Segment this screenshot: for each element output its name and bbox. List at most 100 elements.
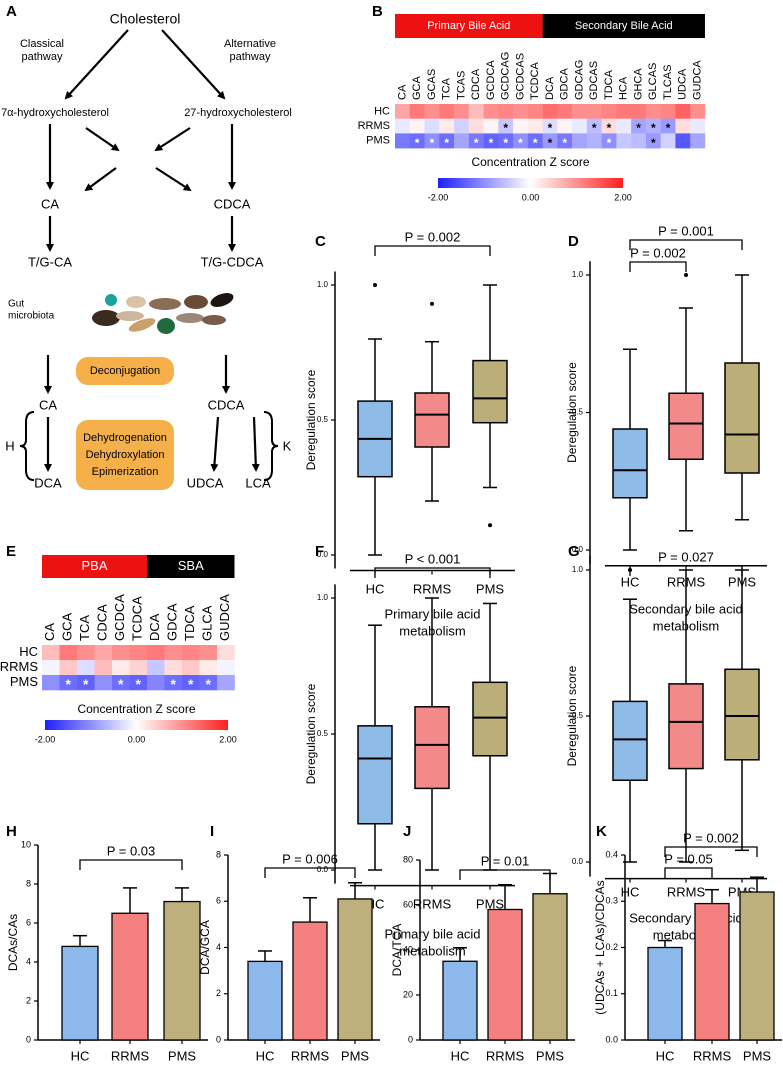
heatmap-cell [182, 645, 200, 661]
heatmap-cell [94, 660, 113, 676]
significance-marker: * [592, 121, 597, 135]
column-label: GCDCA [485, 60, 497, 100]
significance-marker: * [415, 136, 420, 150]
y-axis-label: Deregulation score [304, 369, 318, 470]
panel-letter: A [6, 3, 17, 20]
y-tick-label: 4 [216, 942, 221, 952]
x-tick-label: PMS [536, 1048, 565, 1063]
heatmap-cell [690, 118, 706, 134]
heatmap-cell [542, 118, 558, 134]
y-tick-label: 2 [216, 988, 221, 998]
heatmap-cell [631, 118, 647, 134]
x-tick-label: PMS [341, 1048, 370, 1063]
heatmap-cell [42, 645, 60, 661]
row-label: PMS [10, 674, 39, 689]
comparison-bracket [664, 867, 713, 878]
heatmap-cell [395, 133, 411, 149]
arrow [64, 29, 129, 100]
process-label: Epimerization [92, 466, 159, 478]
y-tick-label: 10 [21, 839, 31, 849]
heatmap-cell [395, 104, 411, 119]
column-label: GDCA [559, 68, 571, 100]
pathway-label: pathway [22, 51, 63, 63]
colorbar-label: Concentration Z score [471, 155, 589, 169]
group-header [42, 555, 147, 578]
column-label: GUDCA [217, 594, 232, 641]
comparison-bracket [629, 239, 743, 250]
box [612, 428, 648, 499]
arrow [161, 29, 226, 100]
heatmap-cell [199, 645, 218, 661]
arrow [85, 127, 120, 152]
x-tick-label: HC [621, 884, 640, 899]
heatmap-cell [424, 133, 440, 149]
y-tick-label: 0 [408, 1034, 413, 1044]
node-label: UDCA [187, 475, 224, 490]
heatmap-cell [675, 118, 691, 134]
y-tick-label: 20 [403, 989, 413, 999]
microbiota-icon [92, 293, 234, 334]
significance-marker: * [66, 676, 72, 692]
y-tick-label: 0.0 [572, 545, 584, 554]
node-label: Cholesterol [110, 11, 181, 27]
y-axis-label: DCAs/CAs [6, 914, 20, 971]
heatmap-cell [616, 104, 632, 119]
node-label: CDCA [214, 196, 251, 211]
group-header [395, 14, 543, 38]
x-tick-label: RRMS [291, 1048, 330, 1063]
significance-marker: * [607, 121, 612, 135]
x-axis-label: Primary bile acid [384, 926, 480, 941]
heatmap-cell [164, 675, 183, 691]
heatmap-cell [94, 675, 113, 691]
bar [647, 946, 683, 1041]
y-tick-label: 0.5 [317, 729, 329, 738]
brace [263, 411, 279, 481]
y-axis-label: (UDCAs + LCAs)/CDCAs [593, 880, 607, 1014]
heatmap-cell [690, 133, 706, 149]
p-value: P = 0.002 [405, 229, 461, 244]
column-label: TCA [77, 615, 92, 641]
heatmap-cell [424, 118, 440, 134]
p-value: P = 0.001 [658, 223, 714, 238]
arrow [251, 416, 260, 472]
node-label: CA [39, 397, 57, 412]
heatmap-cell [513, 104, 529, 119]
heatmap-cell [199, 675, 218, 691]
column-label: GDCA [165, 603, 180, 641]
significance-marker: * [562, 136, 567, 150]
y-tick-label: 6 [216, 896, 221, 906]
outlier [430, 301, 434, 306]
p-value: P = 0.01 [481, 853, 530, 868]
panel-letter: J [403, 823, 411, 840]
bar [163, 900, 201, 1041]
y-tick-label: 0.3 [605, 896, 618, 906]
significance-marker: * [518, 136, 523, 150]
heatmap-cell [557, 133, 573, 149]
heatmap-cell [112, 645, 130, 661]
p-value: P < 0.001 [405, 551, 461, 566]
node-label: T/G-CDCA [201, 254, 264, 269]
y-tick-label: 1.0 [572, 270, 584, 279]
heatmap-cell [77, 660, 95, 676]
heatmap-cell [409, 118, 425, 134]
heatmap-cell [660, 104, 676, 119]
heatmap-cell [468, 118, 484, 134]
node-label: T/G-CA [28, 254, 72, 269]
heatmap-cell [601, 104, 617, 119]
column-label: GDCAG [573, 60, 585, 100]
column-label: DCA [544, 76, 556, 100]
outlier [373, 283, 377, 287]
panel-letter: F [315, 543, 324, 560]
p-value: P = 0.002 [630, 245, 686, 260]
heatmap-cell [217, 645, 235, 661]
heatmap-cell [675, 133, 691, 149]
y-tick-label: 0.0 [572, 857, 584, 866]
x-tick-label: RRMS [667, 884, 706, 899]
column-label: GCA [60, 613, 75, 642]
comparison-bracket [664, 846, 758, 857]
heatmap-cell [59, 675, 78, 691]
heatmap-cell [439, 104, 455, 119]
x-tick-label: RRMS [413, 896, 452, 911]
brace-label: K [283, 438, 292, 453]
heatmap-cell [454, 118, 470, 134]
